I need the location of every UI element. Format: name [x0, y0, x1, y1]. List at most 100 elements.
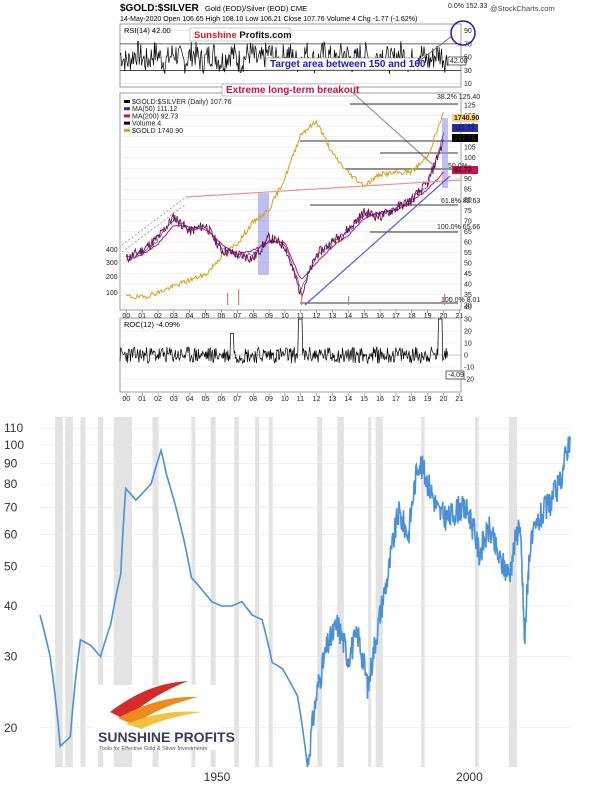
recession-band [317, 417, 323, 767]
gold-tick: 100 [106, 290, 118, 297]
century-y-tick: 20 [4, 721, 18, 735]
roc-tick: 30 [464, 317, 472, 324]
x-tick-label: 21 [455, 313, 463, 320]
legend-swatch [124, 107, 130, 111]
x-tick-label: 19 [424, 396, 432, 403]
price-tick: 35 [464, 292, 472, 299]
x-tick-label: 19 [424, 313, 432, 320]
x-tick-label: 00 [122, 313, 130, 320]
volume-bar [238, 289, 240, 305]
x-tick-label: 08 [249, 396, 257, 403]
price-tick: 80 [464, 197, 472, 204]
gold-axis-left: 400 300 200 100 [106, 247, 118, 297]
x-tick-label: 05 [202, 396, 210, 403]
volume-bars [227, 289, 446, 305]
recession-band [255, 417, 260, 767]
x-tick-label: 06 [218, 313, 226, 320]
x-tick-label: 03 [170, 313, 178, 320]
breakout-callout-box [221, 83, 355, 97]
rsi-tick: 10 [464, 81, 472, 88]
recession-band [80, 417, 86, 767]
century-y-tick: 70 [4, 501, 18, 515]
century-y-tick: 30 [4, 650, 18, 664]
chart-description: Gold (EOD)/Silver (EOD) CME [205, 4, 307, 13]
legend-entry: $GOLD 1740.90 [132, 128, 183, 135]
highlight-2020 [442, 118, 448, 188]
roc-value-badge-text: -4.09 [448, 372, 464, 379]
century-y-tick: 50 [4, 560, 18, 574]
century-y-axis: 20 30 40 50 60 70 80 90 100 110 [4, 421, 24, 735]
recession-band [234, 417, 239, 767]
price-tick: 60 [464, 239, 472, 246]
rsi-label: RSI(14) 42.00 [124, 26, 171, 35]
century-y-tick: 100 [4, 438, 24, 452]
price-tick: 40 [464, 281, 472, 288]
x-tick-label: 20 [440, 313, 448, 320]
price-tick: 30 [464, 303, 472, 310]
x-tick-label: 05 [202, 313, 210, 320]
fib-label: 0.0% 152.33 [448, 3, 487, 10]
legend-swatch [124, 100, 130, 103]
century-y-tick: 90 [4, 456, 18, 470]
x-tick-label: 00 [122, 396, 130, 403]
source-credit: @StockCharts.com [490, 4, 555, 13]
century-ratio-line [39, 436, 571, 768]
recession-band [475, 417, 479, 767]
recession-band [65, 417, 73, 767]
legend-swatch [124, 121, 130, 125]
volume-bar [301, 295, 303, 305]
recession-band [375, 417, 383, 767]
century-y-tick: 110 [4, 421, 23, 435]
rsi-tick: 30 [464, 68, 472, 75]
x-tick-label: 14 [344, 313, 352, 320]
century-x-tick: 2000 [456, 770, 483, 784]
breakout-callout: Extreme long-term breakout [226, 85, 360, 96]
fib-label: 61.8% 82.63 [441, 198, 480, 205]
volume-bar [348, 296, 350, 305]
x-tick-label: 13 [329, 396, 337, 403]
fib-label: 100.0% 65.66 [437, 224, 480, 231]
legend-entry: $GOLD:$SILVER (Daily) 107.76 [132, 99, 232, 106]
roc-value-badge [445, 370, 465, 380]
century-x-axis: 1950 2000 [204, 770, 483, 784]
chart-symbol: $GOLD:$SILVER [120, 3, 199, 14]
rsi-value-badge [447, 56, 467, 66]
x-tick-label: 18 [408, 313, 416, 320]
x-tick-label: 07 [233, 396, 241, 403]
price-badge-text: 92.73 [454, 167, 472, 174]
roc-tick: -10 [464, 365, 474, 372]
price-badge [452, 114, 478, 122]
recession-band [152, 417, 159, 767]
price-tick: 75 [464, 208, 472, 215]
price-tick: 55 [464, 250, 472, 257]
x-axis-bottom: 00 01 02 03 04 05 06 07 08 09 10 11 12 13 14 15 16 17 18 19… [122, 393, 463, 403]
target-arrow [417, 35, 453, 63]
x-tick-label: 14 [344, 396, 352, 403]
recession-band [113, 417, 132, 767]
x-tick-label: 01 [138, 396, 146, 403]
price-value-badges: 1740.90 111.12 107.76 92.73 [452, 114, 479, 174]
volume-bar [227, 293, 229, 305]
resistance-line [185, 179, 462, 198]
recession-band [210, 417, 216, 767]
x-tick-label: 12 [313, 313, 321, 320]
recession-band [55, 417, 63, 767]
brand-box-top [189, 27, 291, 42]
roc-tick: 40 [464, 305, 472, 312]
rsi-tick: 50 [464, 55, 472, 62]
channel-upper [121, 196, 187, 246]
recession-band [337, 417, 344, 767]
x-tick-label: 13 [329, 313, 337, 320]
price-tick: 85 [464, 187, 472, 194]
price-tick: 125 [464, 103, 476, 110]
recession-band [368, 417, 372, 767]
x-tick-label: 09 [265, 396, 273, 403]
price-badge [452, 124, 478, 132]
legend-entry: Volume 4 [132, 121, 161, 128]
price-tick: 70 [464, 218, 472, 225]
volume-bar [444, 294, 446, 305]
channel-lower [121, 203, 187, 253]
support-trendline [304, 175, 451, 306]
legend-entry: MA(200) 92.73 [132, 113, 178, 120]
